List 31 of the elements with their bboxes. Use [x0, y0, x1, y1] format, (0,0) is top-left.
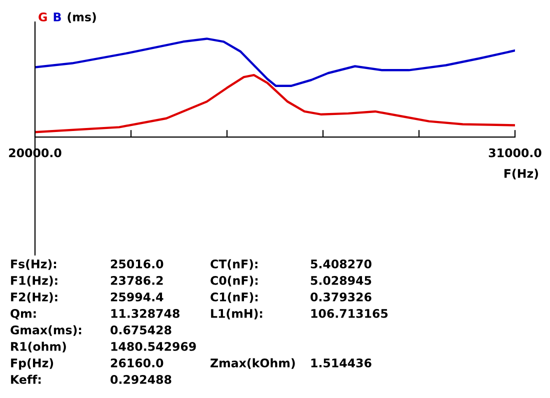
text: 25994.4 [110, 292, 164, 302]
text: Zmax(kOhm) [210, 358, 295, 369]
text: R1(ohm) [11, 342, 66, 352]
text: 1.514436 [311, 358, 372, 368]
text: 0.675428 [110, 325, 172, 334]
text: Fs(Hz): [11, 259, 56, 270]
text: 106.713165 [311, 308, 388, 318]
text: 0.292488 [110, 374, 172, 384]
text: F1(Hz): [11, 276, 58, 286]
text: 11.328748 [111, 308, 180, 318]
y-axis-title: (ms) [68, 12, 96, 23]
text: 1480.542969 [111, 342, 196, 351]
text: C0(nF): [210, 276, 258, 286]
text: Qm: [10, 308, 36, 320]
text: CT(nF): [210, 259, 258, 270]
text: C1(nF): [210, 292, 258, 303]
x-tick-label: 31000.0 [488, 148, 542, 158]
text: L1(mH): [211, 308, 262, 320]
text: 0.379326 [310, 292, 372, 302]
text: 5.408270 [310, 259, 372, 268]
text: B [54, 12, 61, 22]
text: 23786.2 [110, 276, 163, 285]
text: G [38, 12, 47, 22]
text: 26160.0 [110, 358, 164, 368]
text: 25016.0 [110, 259, 164, 268]
text: Keff: [11, 374, 41, 384]
text: F2(Hz): [11, 292, 58, 303]
text: Gmax(ms): [10, 325, 82, 336]
text: Fp(Hz) [11, 358, 54, 370]
text: 5.028945 [310, 276, 372, 285]
x-axis-title: F(Hz) [504, 168, 538, 180]
